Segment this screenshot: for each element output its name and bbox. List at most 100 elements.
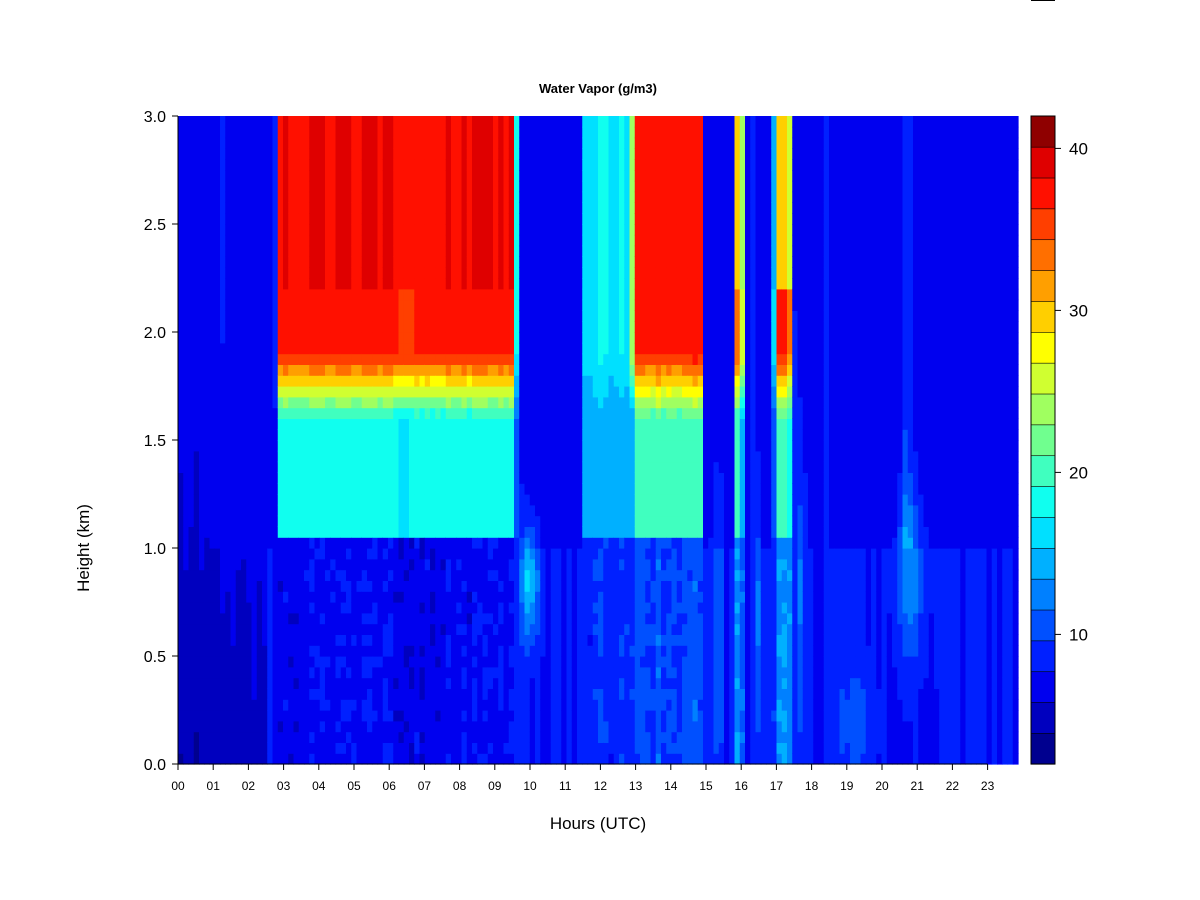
heatmap-cell [277,418,284,430]
heatmap-cell [414,558,421,571]
heatmap-cell [256,634,263,646]
heatmap-cell [241,418,247,430]
heatmap-cell [204,753,211,765]
heatmap-cell [340,170,347,182]
heatmap-cell [393,299,400,311]
heatmap-cell [550,591,557,603]
heatmap-cell [424,170,431,182]
heatmap-cell [603,342,610,355]
heatmap-cell [514,213,520,225]
heatmap-cell [566,234,573,247]
heatmap-cell [178,278,184,290]
heatmap-cell [361,504,368,517]
heatmap-cell [393,677,400,689]
heatmap-cell [204,299,211,311]
heatmap-cell [325,321,331,333]
heatmap-cell [592,137,599,149]
heatmap-cell [356,515,363,527]
heatmap-cell [188,170,195,182]
heatmap-cell [230,526,237,538]
heatmap-cell [430,472,436,484]
heatmap-cell [545,656,552,668]
heatmap-cell [225,429,232,441]
heatmap-cell [482,180,489,193]
heatmap-cell [382,504,389,517]
heatmap-cell [529,396,536,409]
heatmap-cell [556,494,562,506]
heatmap-cell [587,278,594,290]
heatmap-cell [388,364,394,376]
heatmap-cell [524,526,531,538]
heatmap-cell [545,407,552,419]
heatmap-cell [430,526,436,538]
heatmap-cell [283,224,289,236]
heatmap-cell [571,515,578,527]
heatmap-cell [519,461,526,473]
heatmap-cell [514,450,520,463]
heatmap-cell [503,612,510,625]
heatmap-cell [346,483,352,495]
heatmap-cell [325,483,331,495]
heatmap-cell [603,321,610,333]
heatmap-cell [314,159,321,171]
heatmap-cell [524,213,531,225]
heatmap-cell [183,742,190,754]
heatmap-cell [367,731,373,743]
heatmap-cell [241,710,247,722]
heatmap-cell [456,332,463,344]
heatmap-cell [524,537,531,549]
heatmap-cell [262,450,268,463]
heatmap-cell [372,126,379,139]
heatmap-cell [524,710,531,722]
heatmap-cell [330,353,337,365]
heatmap-cell [472,483,478,495]
heatmap-cell [183,353,190,365]
heatmap-cell [414,645,421,657]
heatmap-cell [241,407,247,419]
heatmap-cell [603,245,610,257]
heatmap-cell [582,742,589,754]
heatmap-cell [277,731,284,743]
heatmap-cell [204,699,211,711]
heatmap-cell [577,494,583,506]
heatmap-cell [361,526,368,538]
heatmap-cell [577,148,583,160]
heatmap-cell [230,364,237,376]
heatmap-cell [571,407,578,419]
heatmap-cell [277,494,284,506]
heatmap-cell [335,440,342,452]
heatmap-cell [514,753,520,765]
heatmap-cell [487,159,494,171]
heatmap-cell [398,558,405,571]
heatmap-cell [346,224,352,236]
heatmap-cell [288,321,295,333]
heatmap-cell [277,126,284,139]
heatmap-cell [414,137,421,149]
heatmap-cell [388,267,394,279]
heatmap-cell [403,645,410,657]
heatmap-cell [535,526,541,538]
heatmap-cell [466,321,473,333]
heatmap-cell [493,353,499,365]
heatmap-cell [403,353,410,365]
heatmap-cell [283,602,289,614]
heatmap-cell [466,461,473,473]
heatmap-cell [445,170,452,182]
heatmap-cell [293,731,300,743]
heatmap-cell [199,126,205,139]
heatmap-cell [598,180,604,193]
heatmap-cell [246,321,253,333]
heatmap-cell [403,656,410,668]
heatmap-cell [246,256,253,268]
heatmap-cell [519,569,526,581]
heatmap-cell [346,699,352,711]
heatmap-cell [340,342,347,355]
heatmap-cell [262,288,268,301]
heatmap-cell [188,126,195,139]
heatmap-cell [356,288,363,301]
heatmap-cell [524,191,531,203]
heatmap-cell [556,526,562,538]
heatmap-cell [304,677,310,689]
heatmap-cell [214,591,221,603]
heatmap-cell [613,645,620,657]
